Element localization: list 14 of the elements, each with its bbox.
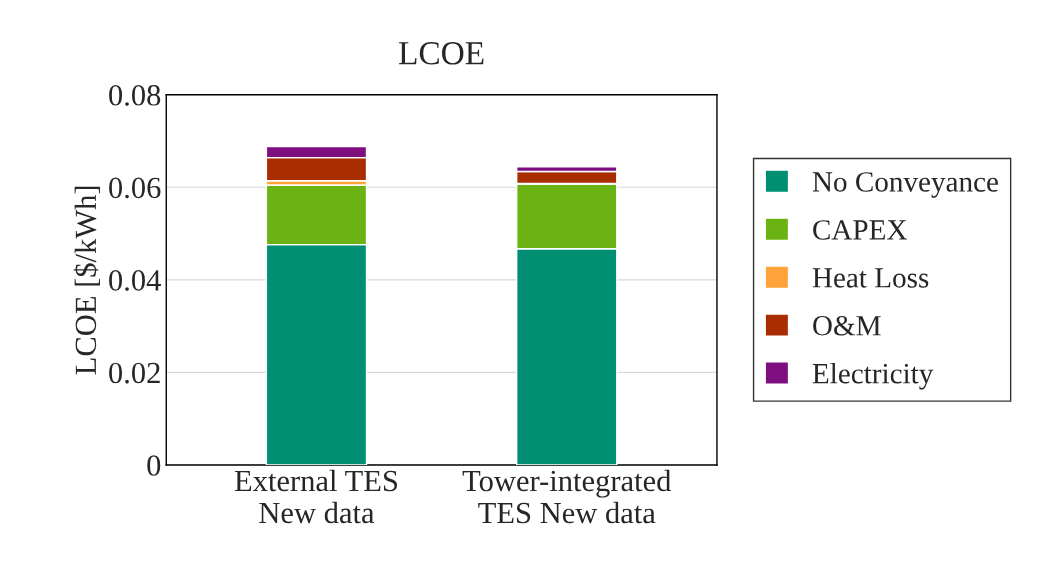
- y-tick-label: 0: [147, 455, 161, 476]
- legend-label: Heat Loss: [812, 268, 929, 288]
- y-axis-title: LCOE [$/kWh]: [73, 186, 100, 375]
- legend-label: No Conveyance: [812, 172, 998, 198]
- legend-label: O&M: [813, 315, 881, 336]
- x-tick-label: External TES New data: [234, 469, 398, 524]
- y-tick-label: 0.04: [109, 270, 161, 291]
- chart-title: LCOE: [399, 42, 484, 65]
- y-tick-label: 0.06: [109, 177, 161, 199]
- y-tick-label: 0.08: [109, 84, 161, 106]
- legend-label: Electricity: [812, 362, 934, 390]
- legend-label: CAPEX: [813, 220, 907, 240]
- y-tick-label: 0.02: [109, 362, 160, 384]
- x-tick-label: Tower-integrated TES New data: [462, 469, 672, 524]
